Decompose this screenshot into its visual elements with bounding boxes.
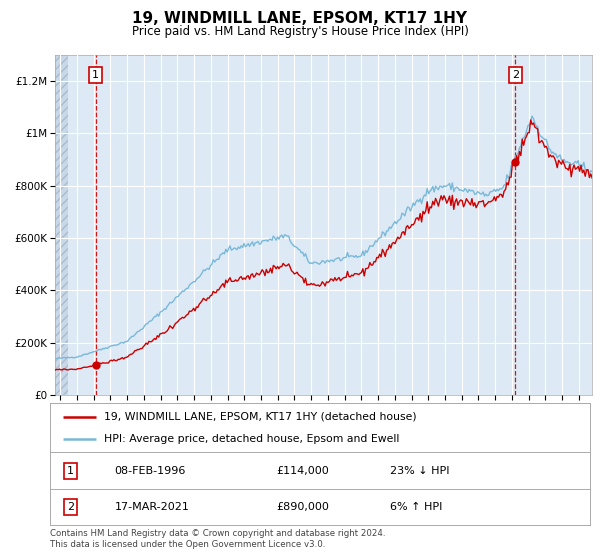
Text: 19, WINDMILL LANE, EPSOM, KT17 1HY (detached house): 19, WINDMILL LANE, EPSOM, KT17 1HY (deta… bbox=[104, 412, 416, 422]
Text: HPI: Average price, detached house, Epsom and Ewell: HPI: Average price, detached house, Epso… bbox=[104, 434, 399, 444]
Text: Contains HM Land Registry data © Crown copyright and database right 2024.
This d: Contains HM Land Registry data © Crown c… bbox=[50, 529, 385, 549]
Text: £890,000: £890,000 bbox=[277, 502, 329, 512]
Text: 08-FEB-1996: 08-FEB-1996 bbox=[115, 466, 186, 475]
Text: 1: 1 bbox=[67, 466, 74, 475]
Text: 6% ↑ HPI: 6% ↑ HPI bbox=[390, 502, 442, 512]
Text: 17-MAR-2021: 17-MAR-2021 bbox=[115, 502, 190, 512]
Text: 23% ↓ HPI: 23% ↓ HPI bbox=[390, 466, 449, 475]
Bar bbox=[55, 55, 68, 395]
Text: 19, WINDMILL LANE, EPSOM, KT17 1HY: 19, WINDMILL LANE, EPSOM, KT17 1HY bbox=[133, 11, 467, 26]
Bar bbox=[55, 55, 68, 395]
Text: Price paid vs. HM Land Registry's House Price Index (HPI): Price paid vs. HM Land Registry's House … bbox=[131, 25, 469, 38]
Text: 2: 2 bbox=[67, 502, 74, 512]
Text: 1: 1 bbox=[92, 70, 99, 80]
Text: £114,000: £114,000 bbox=[277, 466, 329, 475]
Text: 2: 2 bbox=[512, 70, 519, 80]
